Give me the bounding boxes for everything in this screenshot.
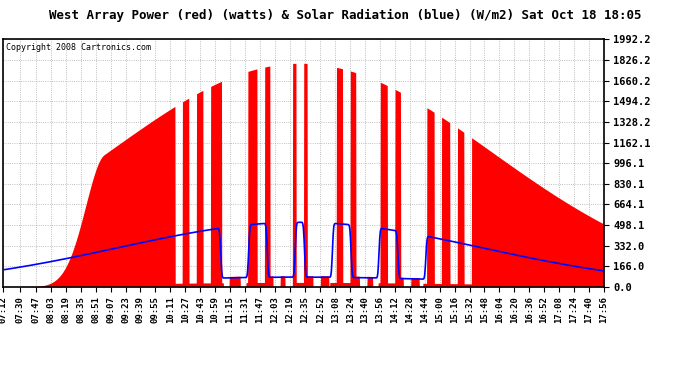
Text: West Array Power (red) (watts) & Solar Radiation (blue) (W/m2) Sat Oct 18 18:05: West Array Power (red) (watts) & Solar R… (49, 9, 641, 22)
Text: Copyright 2008 Cartronics.com: Copyright 2008 Cartronics.com (6, 43, 151, 52)
